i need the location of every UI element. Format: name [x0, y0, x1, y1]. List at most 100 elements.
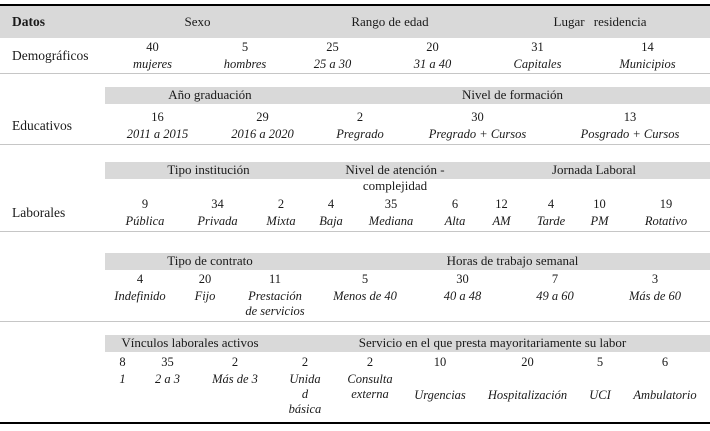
band-header-servicio: Servicio en el que presta mayoritariamen… — [358, 335, 627, 350]
stat-value: 2 — [231, 355, 239, 369]
stat-category: Municipios — [619, 57, 676, 71]
stat-cell-privada: 34 Privada — [185, 197, 250, 229]
stat-value: 6 — [661, 355, 669, 369]
band-spacer — [0, 253, 105, 270]
stat-category: Prestación de servicios — [245, 289, 305, 318]
stat-category: Alta — [444, 214, 466, 228]
educativos-band-row: Año graduación Nivel de formación — [0, 87, 710, 104]
stat-value: 14 — [641, 40, 654, 54]
stat-cell-25-a-30: 25 25 a 30 — [290, 40, 375, 72]
stat-value: 2 — [366, 355, 374, 369]
stat-value: 8 — [119, 355, 126, 369]
stat-value: 31 — [531, 40, 544, 54]
stat-value: 11 — [268, 272, 282, 286]
band-header-nivel-formacion: Nivel de formación — [461, 87, 564, 102]
col-header-datos: Datos — [12, 14, 45, 29]
stat-category: Hospitalización — [487, 388, 568, 402]
demograficos-row: Demográficos 40 mujeres 5 hombres 25 25 … — [0, 38, 710, 74]
stat-cell-hombres: 5 hombres — [200, 40, 290, 72]
stat-category: Pregrado — [336, 127, 384, 141]
band-header-jornada-laboral: Jornada Laboral — [551, 162, 637, 177]
stat-category: 1 — [119, 372, 126, 386]
laborales-row3: 8 1 35 2 a 3 2 Más de 3 2 Unida d básica… — [0, 352, 710, 417]
band-header-vinculos: Vínculos laborales activos — [121, 335, 259, 350]
band-header-sexo: Sexo — [184, 14, 211, 29]
stat-value: 20 — [521, 355, 534, 369]
stat-cell-uci: 5 UCI — [580, 355, 620, 417]
stat-value: 5 — [596, 355, 604, 369]
stat-cell-hospitalizacion: 20 Hospitalización — [475, 355, 580, 417]
stat-cell-mas-de-60: 3 Más de 60 — [600, 272, 710, 319]
stat-cell-mediana: 35 Mediana — [350, 197, 432, 229]
stat-category: mujeres — [132, 57, 173, 71]
stat-value: 30 — [456, 272, 469, 286]
table-bottom-border — [0, 422, 710, 424]
stat-value: 7 — [551, 272, 559, 286]
stat-category: Mixta — [266, 214, 296, 228]
stat-category: Rotativo — [644, 214, 688, 228]
stat-value: 9 — [141, 197, 149, 211]
stat-category: 2016 a 2020 — [231, 127, 294, 141]
band-header-horas-trabajo: Horas de trabajo semanal — [446, 253, 579, 268]
stat-cell-pm: 10 PM — [577, 197, 622, 229]
stat-value: 4 — [327, 197, 335, 211]
laborales-row2: 4 Indefinido 20 Fijo 11 Prestación de se… — [0, 270, 710, 322]
stat-cell-mas-de-3: 2 Más de 3 — [195, 355, 275, 417]
stat-category: Menos de 40 — [333, 289, 397, 303]
stat-value: 4 — [547, 197, 555, 211]
educativos-row: Educativos 16 2011 a 2015 29 2016 a 2020… — [0, 104, 710, 145]
stat-cell-alta: 6 Alta — [432, 197, 478, 229]
stat-cell-ambulatorio: 6 Ambulatorio — [620, 355, 710, 417]
stat-category: 2011 a 2015 — [126, 127, 189, 141]
stat-cell-unidad-basica: 2 Unida d básica — [275, 355, 335, 417]
stat-value: 5 — [361, 272, 369, 286]
stat-value: 2 — [277, 197, 285, 211]
stat-cell-2011-a-2015: 16 2011 a 2015 — [105, 110, 210, 142]
stat-category: Más de 3 — [212, 372, 258, 386]
stat-cell-2-a-3: 35 2 a 3 — [140, 355, 195, 417]
stat-value: 20 — [198, 272, 212, 286]
stat-cell-tarde: 4 Tarde — [525, 197, 577, 229]
stat-category: 49 a 60 — [536, 289, 574, 303]
stat-cell-2016-a-2020: 29 2016 a 2020 — [210, 110, 315, 142]
stat-value: 16 — [151, 110, 164, 124]
stat-cell-consulta-externa: 2 Consulta externa — [335, 355, 405, 417]
stat-category: 31 a 40 — [413, 57, 452, 71]
stat-value: 19 — [659, 197, 673, 211]
stat-cell-rotativo: 19 Rotativo — [622, 197, 710, 229]
band-spacer — [0, 87, 105, 104]
stat-category: Baja — [319, 214, 343, 228]
stat-cell-baja: 4 Baja — [312, 197, 350, 229]
band-spacer — [0, 162, 105, 179]
stat-cell-menos-de-40: 5 Menos de 40 — [315, 272, 415, 319]
stat-category: UCI — [589, 388, 611, 402]
stat-category: 40 a 48 — [443, 289, 482, 303]
stat-value: 13 — [623, 110, 637, 124]
stat-category: Más de 60 — [628, 289, 682, 303]
stat-cell-capitales: 31 Capitales — [490, 40, 585, 72]
stat-category: Tarde — [536, 214, 566, 228]
stat-cell-publica: 9 Pública — [105, 197, 185, 229]
stat-cell-posgrado-cursos: 13 Posgrado + Cursos — [550, 110, 710, 142]
stat-category: PM — [590, 214, 609, 228]
stat-cell-mixta: 2 Mixta — [250, 197, 312, 229]
stat-category: Pregrado + Cursos — [428, 127, 527, 141]
stat-category: Indefinido — [114, 289, 166, 303]
section-label-demograficos: Demográficos — [12, 48, 89, 63]
stat-cell-pregrado: 2 Pregrado — [315, 110, 405, 142]
stat-cell-pregrado-cursos: 30 Pregrado + Cursos — [405, 110, 550, 142]
stat-value: 35 — [384, 197, 398, 211]
stat-value: 29 — [256, 110, 269, 124]
stat-value: 40 — [146, 40, 159, 54]
stat-value: 12 — [495, 197, 508, 211]
band-header-ano-graduacion: Año graduación — [168, 87, 252, 102]
stat-category: Pública — [125, 214, 165, 228]
stat-category: Unida d básica — [288, 372, 322, 416]
stat-cell-municipios: 14 Municipios — [585, 40, 710, 72]
section-label-spacer — [0, 355, 105, 417]
laborales-row1: Laborales 9 Pública 34 Privada 2 Mixta 4… — [0, 179, 710, 232]
laborales-band3-row: Vínculos laborales activos Servicio en e… — [0, 335, 710, 352]
band-header-lugar-residencia: Lugar residencia — [553, 14, 647, 29]
band-spacer — [0, 335, 105, 352]
stat-value: 34 — [211, 197, 224, 211]
